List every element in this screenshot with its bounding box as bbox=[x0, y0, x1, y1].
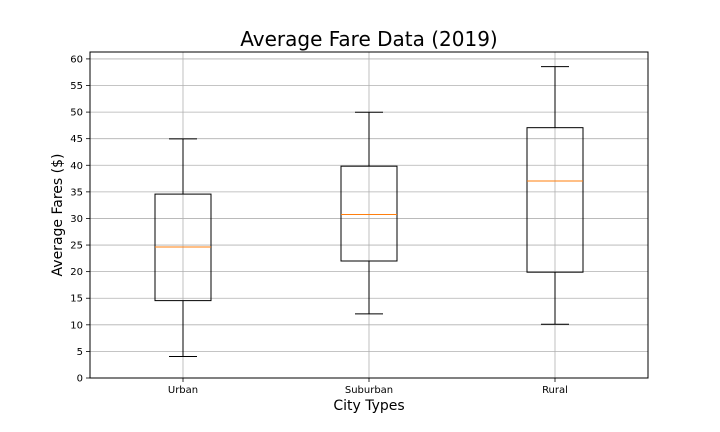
y-tick-label: 30 bbox=[70, 214, 83, 225]
y-axis: 0 5 10 15 20 25 30 35 40 45 50 55 60 bbox=[70, 54, 90, 385]
y-axis-label: Average Fares ($) bbox=[50, 154, 66, 277]
x-axis: Urban Suburban Rural bbox=[168, 378, 568, 396]
y-tick-label: 15 bbox=[70, 294, 83, 305]
y-tick-label: 50 bbox=[70, 108, 83, 119]
plot-frame bbox=[89, 51, 649, 379]
gridlines bbox=[90, 52, 648, 379]
iqr-box bbox=[526, 127, 584, 273]
y-tick-label: 40 bbox=[70, 161, 83, 172]
chart-title: Average Fare Data (2019) bbox=[240, 27, 497, 51]
y-tick-label: 60 bbox=[70, 54, 83, 65]
box-rural bbox=[526, 66, 584, 325]
box-urban bbox=[154, 138, 212, 357]
y-tick-label: 45 bbox=[70, 134, 83, 145]
x-axis-label: City Types bbox=[333, 398, 404, 414]
iqr-box bbox=[340, 165, 398, 262]
x-tick-label: Suburban bbox=[345, 385, 393, 396]
box-suburban bbox=[340, 111, 398, 315]
y-tick-label: 5 bbox=[77, 347, 83, 358]
x-tick-label: Urban bbox=[168, 385, 198, 396]
y-tick-label: 25 bbox=[70, 241, 83, 252]
y-tick-label: 0 bbox=[77, 374, 83, 385]
y-tick-label: 20 bbox=[70, 267, 83, 278]
boxes bbox=[154, 66, 584, 357]
y-tick-label: 55 bbox=[70, 81, 83, 92]
x-tick-label: Rural bbox=[542, 385, 568, 396]
y-tick-label: 35 bbox=[70, 187, 83, 198]
y-tick-label: 10 bbox=[70, 320, 83, 331]
